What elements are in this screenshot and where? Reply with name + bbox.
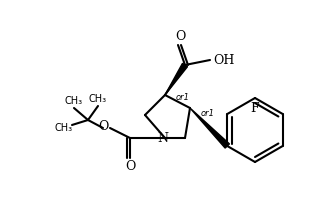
Text: N: N (157, 133, 169, 145)
Polygon shape (190, 108, 229, 148)
Text: CH₃: CH₃ (89, 94, 107, 104)
Text: O: O (125, 160, 135, 173)
Text: O: O (98, 120, 108, 133)
Text: F: F (251, 101, 259, 115)
Text: CH₃: CH₃ (55, 123, 73, 133)
Polygon shape (165, 63, 187, 95)
Text: or1: or1 (201, 108, 215, 118)
Text: OH: OH (213, 54, 235, 66)
Text: or1: or1 (176, 93, 190, 101)
Text: O: O (175, 31, 185, 43)
Text: CH₃: CH₃ (65, 96, 83, 106)
